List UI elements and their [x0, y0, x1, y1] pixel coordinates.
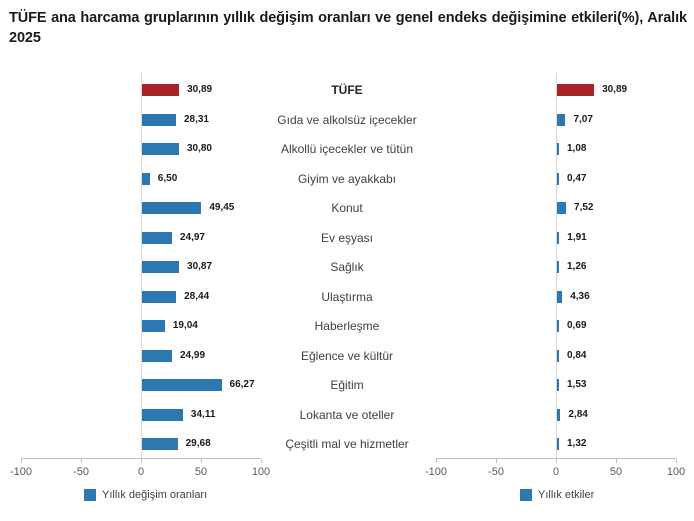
value-label: 28,31 [183, 113, 209, 125]
left-bar-3 [142, 172, 150, 185]
left-bar-10 [142, 379, 222, 391]
value-label: 30,89 [187, 84, 213, 95]
category-label-10: Eğitim [330, 378, 364, 392]
category-label-12: Çeşitli mal ve hizmetler [285, 437, 409, 451]
left-bar-9 [142, 349, 172, 362]
left-bar-12 [142, 438, 178, 450]
category-label-0: TÜFE [331, 83, 363, 97]
x-axis-tick-label: 0 [137, 466, 145, 478]
x-axis-line-left [21, 458, 261, 459]
right-bar-4 [557, 202, 567, 214]
value-label: 7,52 [574, 202, 594, 213]
right-bar-11 [557, 408, 561, 421]
value-label: 24,97 [179, 231, 205, 243]
value-label: 7,07 [573, 113, 593, 125]
category-label-5: Ev eşyası [320, 230, 374, 245]
x-axis-tick-label: -100 [424, 466, 448, 478]
x-axis-tick [141, 459, 142, 463]
legend-swatch-blue-right [520, 489, 532, 501]
x-axis-tick [556, 459, 557, 463]
x-axis-tick-label: 0 [552, 466, 560, 478]
left-bar-5 [142, 231, 172, 244]
value-label: 4,36 [570, 290, 590, 302]
x-axis-tick-label: 100 [251, 466, 271, 478]
category-label-4: Konut [331, 201, 363, 215]
right-bar-6 [557, 261, 559, 273]
left-bar-4 [142, 202, 202, 214]
value-label: 1,08 [567, 143, 587, 154]
x-axis-tick-label: 50 [194, 466, 208, 478]
right-bar-7 [557, 290, 563, 303]
x-axis-tick [201, 459, 202, 463]
value-label: 19,04 [172, 320, 198, 331]
right-bar-0 [557, 84, 595, 96]
legend-right: Yıllık etkiler [520, 489, 594, 501]
category-label-2: Alkollü içecekler ve tütün [280, 142, 414, 156]
value-label: 1,26 [567, 261, 587, 272]
right-bar-10 [557, 379, 559, 391]
value-label: 30,89 [602, 84, 628, 95]
category-label-7: Ulaştırma [321, 289, 373, 304]
left-bar-7 [142, 290, 177, 303]
x-axis-tick [616, 459, 617, 463]
x-axis-tick [261, 459, 262, 463]
left-bar-0 [142, 84, 180, 96]
x-axis-line-right [436, 458, 676, 459]
legend-left: Yıllık değişim oranları [84, 489, 207, 501]
right-bar-3 [557, 172, 559, 185]
x-axis-tick [676, 459, 677, 463]
value-label: 0,84 [567, 349, 587, 361]
x-axis-tick-label: 50 [609, 466, 623, 478]
category-label-11: Lokanta ve oteller [299, 407, 395, 422]
value-label: 30,80 [186, 143, 212, 154]
value-label: 6,50 [157, 172, 178, 184]
x-axis-tick-label: -100 [9, 466, 33, 478]
value-label: 29,68 [185, 438, 211, 449]
right-bar-1 [557, 113, 566, 126]
category-label-6: Sağlık [330, 260, 364, 274]
x-axis-tick-label: -50 [73, 466, 89, 478]
value-label: 30,87 [187, 261, 213, 272]
legend-label-left: Yıllık değişim oranları [102, 489, 208, 501]
right-bar-5 [557, 231, 560, 244]
value-label: 0,69 [567, 320, 587, 331]
left-bar-6 [142, 261, 180, 273]
legend-label-right: Yıllık etkiler [538, 489, 595, 501]
zero-gridline-right [556, 73, 557, 458]
left-bar-11 [142, 408, 183, 421]
right-bar-2 [557, 143, 559, 155]
value-label: 1,53 [567, 379, 587, 390]
right-bar-12 [557, 438, 559, 450]
category-label-9: Eğlence ve kültür [300, 348, 394, 363]
value-label: 2,84 [568, 408, 588, 420]
value-label: 34,11 [190, 408, 216, 420]
x-axis-tick [81, 459, 82, 463]
value-label: 49,45 [209, 202, 235, 213]
value-label: 66,27 [229, 379, 255, 390]
x-axis-tick [21, 459, 22, 463]
x-axis-tick-label: -50 [488, 466, 504, 478]
right-bar-8 [557, 320, 559, 332]
category-label-1: Gıda ve alkolsüz içecekler [277, 112, 417, 127]
value-label: 0,47 [567, 172, 587, 184]
category-label-8: Haberleşme [314, 319, 380, 333]
legend-swatch-blue-left [84, 489, 96, 501]
left-bar-2 [142, 143, 179, 155]
category-label-3: Giyim ve ayakkabı [297, 171, 397, 186]
left-bar-8 [142, 320, 165, 332]
x-axis-tick [436, 459, 437, 463]
value-label: 1,32 [567, 438, 587, 449]
x-axis-tick [496, 459, 497, 463]
value-label: 28,44 [184, 290, 210, 302]
value-label: 24,99 [179, 349, 206, 361]
chart-title: TÜFE ana harcama gruplarının yıllık deği… [9, 10, 687, 46]
left-bar-1 [142, 113, 176, 126]
zero-gridline-left [141, 73, 142, 458]
x-axis-tick-label: 100 [666, 466, 686, 478]
right-bar-9 [557, 349, 559, 362]
value-label: 1,91 [567, 231, 587, 243]
